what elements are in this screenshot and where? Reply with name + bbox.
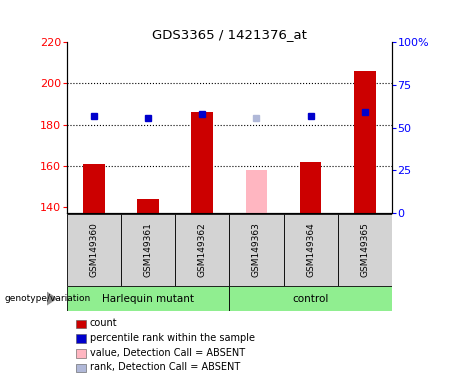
Bar bbox=[121, 214, 175, 286]
Bar bbox=[67, 214, 121, 286]
Title: GDS3365 / 1421376_at: GDS3365 / 1421376_at bbox=[152, 28, 307, 41]
Bar bbox=[76, 334, 86, 343]
Bar bbox=[300, 162, 321, 213]
Bar bbox=[137, 199, 159, 213]
Text: GSM149365: GSM149365 bbox=[360, 223, 369, 277]
Bar bbox=[76, 364, 86, 372]
Text: rank, Detection Call = ABSENT: rank, Detection Call = ABSENT bbox=[90, 362, 240, 372]
Bar bbox=[175, 214, 229, 286]
Bar bbox=[191, 112, 213, 213]
Text: value, Detection Call = ABSENT: value, Detection Call = ABSENT bbox=[90, 348, 245, 358]
Text: count: count bbox=[90, 318, 118, 328]
Text: GSM149362: GSM149362 bbox=[198, 223, 207, 277]
Bar bbox=[246, 170, 267, 213]
Bar bbox=[76, 349, 86, 358]
Bar bbox=[229, 214, 284, 286]
Text: GSM149361: GSM149361 bbox=[143, 223, 153, 277]
Text: percentile rank within the sample: percentile rank within the sample bbox=[90, 333, 255, 343]
Bar bbox=[337, 214, 392, 286]
Bar bbox=[229, 286, 392, 311]
Text: genotype/variation: genotype/variation bbox=[5, 294, 91, 303]
Bar bbox=[354, 71, 376, 213]
Bar bbox=[284, 214, 337, 286]
Bar bbox=[76, 320, 86, 328]
Text: GSM149360: GSM149360 bbox=[89, 223, 99, 277]
Text: GSM149363: GSM149363 bbox=[252, 223, 261, 277]
Text: Harlequin mutant: Harlequin mutant bbox=[102, 293, 194, 304]
Polygon shape bbox=[47, 292, 58, 306]
Text: control: control bbox=[292, 293, 329, 304]
Bar bbox=[83, 164, 105, 213]
Text: GSM149364: GSM149364 bbox=[306, 223, 315, 277]
Bar bbox=[67, 286, 229, 311]
